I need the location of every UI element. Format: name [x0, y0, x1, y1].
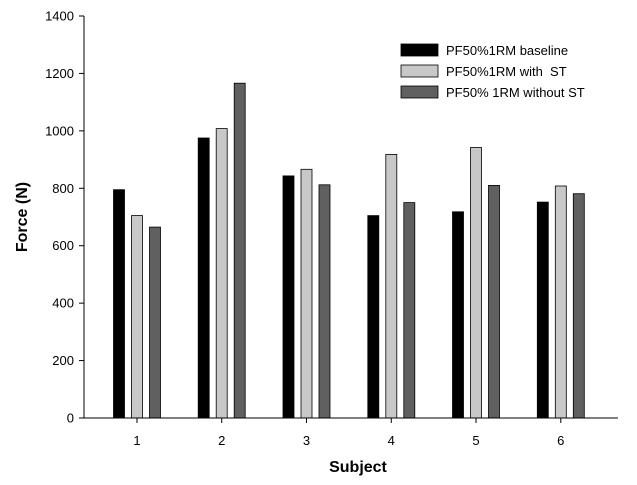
- plot-area: [113, 82, 585, 419]
- y-tick-label: 0: [67, 411, 74, 426]
- legend-label-1: PF50%1RM baseline: [446, 43, 568, 58]
- y-tick-label: 1000: [45, 123, 74, 138]
- x-axis-title: Subject: [329, 459, 387, 476]
- legend-label-3: PF50% 1RM without ST: [446, 85, 585, 100]
- bar-1-subject-1: [113, 189, 125, 419]
- bar-2-subject-5: [470, 147, 482, 419]
- legend-swatch-1: [400, 43, 439, 57]
- x-tick-label: 5: [472, 433, 479, 448]
- y-tick-label: 1200: [45, 66, 74, 81]
- x-tick-label: 2: [218, 433, 225, 448]
- y-axis: 0 200 400 600 800 1000 1200 1400: [45, 9, 85, 426]
- bar-3-subject-6: [572, 193, 585, 419]
- bar-1-subject-3: [282, 175, 295, 419]
- bar-2-subject-3: [300, 168, 313, 419]
- x-tick-label: 6: [557, 433, 564, 448]
- x-tick-label: 1: [133, 433, 140, 448]
- x-tick-label: 3: [303, 433, 310, 448]
- bar-2-subject-4: [385, 153, 398, 419]
- bar-3-subject-4: [403, 202, 416, 419]
- x-tick-label: 4: [388, 433, 395, 448]
- legend-swatch-2: [400, 64, 439, 78]
- legend-label-2: PF50%1RM with ST: [446, 64, 567, 79]
- y-tick-label: 800: [52, 181, 74, 196]
- bar-2-subject-1: [131, 215, 143, 419]
- bar-3-subject-2: [233, 82, 246, 419]
- bar-1-subject-6: [536, 201, 549, 419]
- bar-3-subject-1: [149, 226, 161, 419]
- legend: PF50%1RM baseline PF50%1RM with ST PF50% 1…: [400, 43, 585, 100]
- y-axis-title: Force (N): [14, 182, 31, 252]
- y-tick-label: 600: [52, 238, 74, 253]
- x-axis: 1 2 3 4 5 6: [84, 417, 618, 448]
- y-tick-label: 200: [52, 353, 74, 368]
- bar-1-subject-5: [452, 211, 464, 419]
- bar-3-subject-3: [318, 184, 331, 419]
- bar-1-subject-2: [197, 137, 210, 419]
- bar-2-subject-2: [215, 128, 228, 419]
- bar-3-subject-5: [488, 184, 500, 419]
- y-tick-label: 400: [52, 296, 74, 311]
- legend-swatch-3: [400, 85, 439, 99]
- y-tick-label: 1400: [45, 9, 74, 24]
- bar-1-subject-4: [367, 215, 380, 419]
- bar-2-subject-6: [554, 185, 567, 419]
